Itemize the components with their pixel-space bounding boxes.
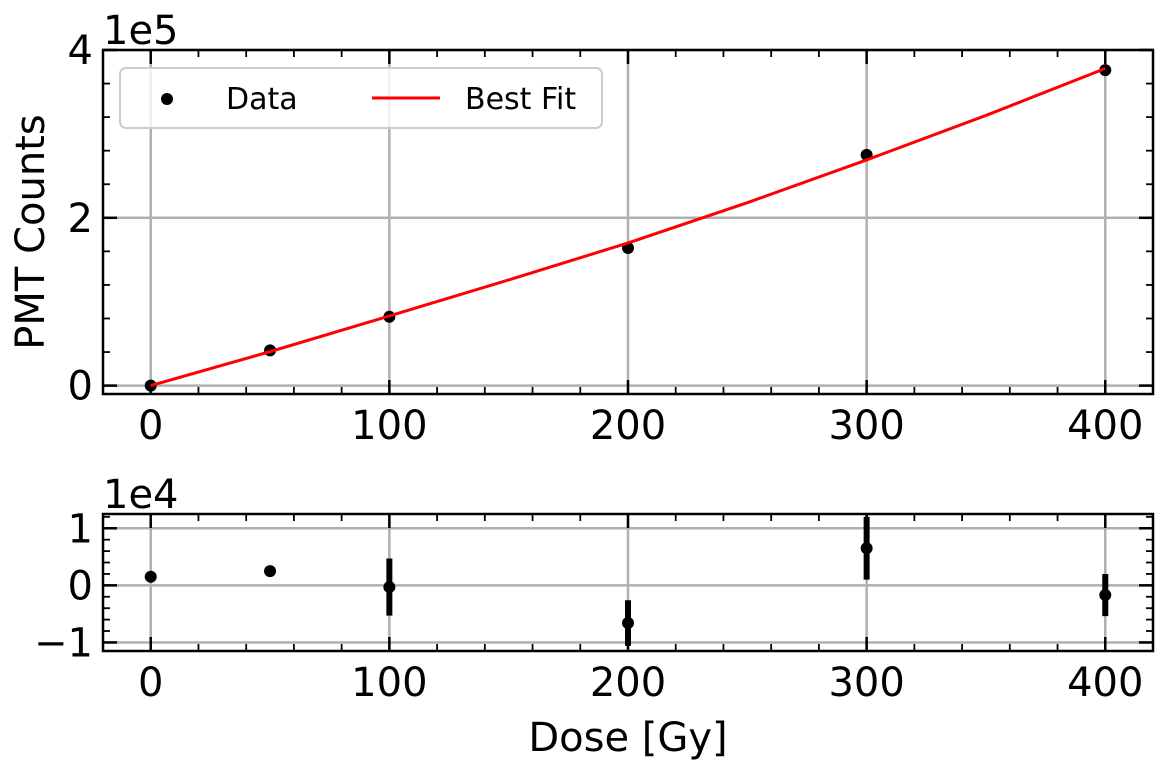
residual-point-5 (1099, 589, 1112, 602)
residual-point-0 (144, 570, 157, 583)
bottom-x-tick-label-1: 100 (351, 660, 427, 706)
bottom-tick-labels: 0 100 200 300 400 −1 0 1 (34, 506, 1143, 706)
top-panel: 0 100 200 300 400 0 2 4 1e5 PMT Counts Data Bes… (8, 8, 1155, 449)
series-line-best-fit (150, 67, 1106, 388)
top-y-tick-label-2: 4 (68, 28, 93, 74)
top-x-tick-label-1: 100 (351, 403, 427, 449)
bottom-x-tick-label-4: 400 (1067, 660, 1143, 706)
top-x-tick-label-2: 200 (590, 403, 666, 449)
residual-point-3 (622, 617, 634, 630)
top-y-tick-label-1: 2 (68, 196, 93, 242)
bottom-panel: 0 100 200 300 400 −1 0 1 1e4 Dose [Gy] (34, 472, 1155, 761)
legend-label-best-fit: Best Fit (465, 82, 576, 117)
legend-label-data: Data (226, 82, 298, 117)
top-tick-labels: 0 100 200 300 400 0 2 4 (68, 28, 1144, 449)
top-x-tick-label-0: 0 (138, 403, 163, 449)
bottom-y-tick-label-0: −1 (34, 620, 93, 666)
bottom-offset-text: 1e4 (103, 472, 179, 518)
bottom-y-tick-label-2: 1 (68, 506, 93, 552)
legend: Data Best Fit (119, 67, 603, 129)
top-y-axis-label: PMT Counts (8, 114, 54, 349)
bottom-y-tick-label-1: 0 (68, 563, 93, 609)
residual-point-2 (383, 581, 396, 594)
bottom-x-tick-label-0: 0 (138, 660, 163, 706)
top-x-tick-label-3: 300 (828, 403, 904, 449)
bottom-plot-frame (101, 512, 1155, 653)
bottom-x-tick-label-2: 200 (590, 660, 666, 706)
residual-point-1 (264, 565, 277, 578)
top-x-tick-label-4: 400 (1067, 403, 1143, 449)
top-plot-frame (101, 48, 1155, 396)
data-point-5 (1099, 64, 1112, 77)
bottom-x-axis-label: Dose [Gy] (528, 715, 727, 761)
legend-marker-data (161, 93, 173, 105)
bottom-series (144, 516, 1112, 646)
bottom-x-tick-label-3: 300 (828, 660, 904, 706)
top-series (144, 64, 1112, 392)
top-y-tick-label-0: 0 (68, 364, 93, 410)
residual-point-4 (860, 542, 873, 555)
top-offset-text: 1e5 (103, 8, 179, 54)
legend-box (119, 67, 603, 129)
